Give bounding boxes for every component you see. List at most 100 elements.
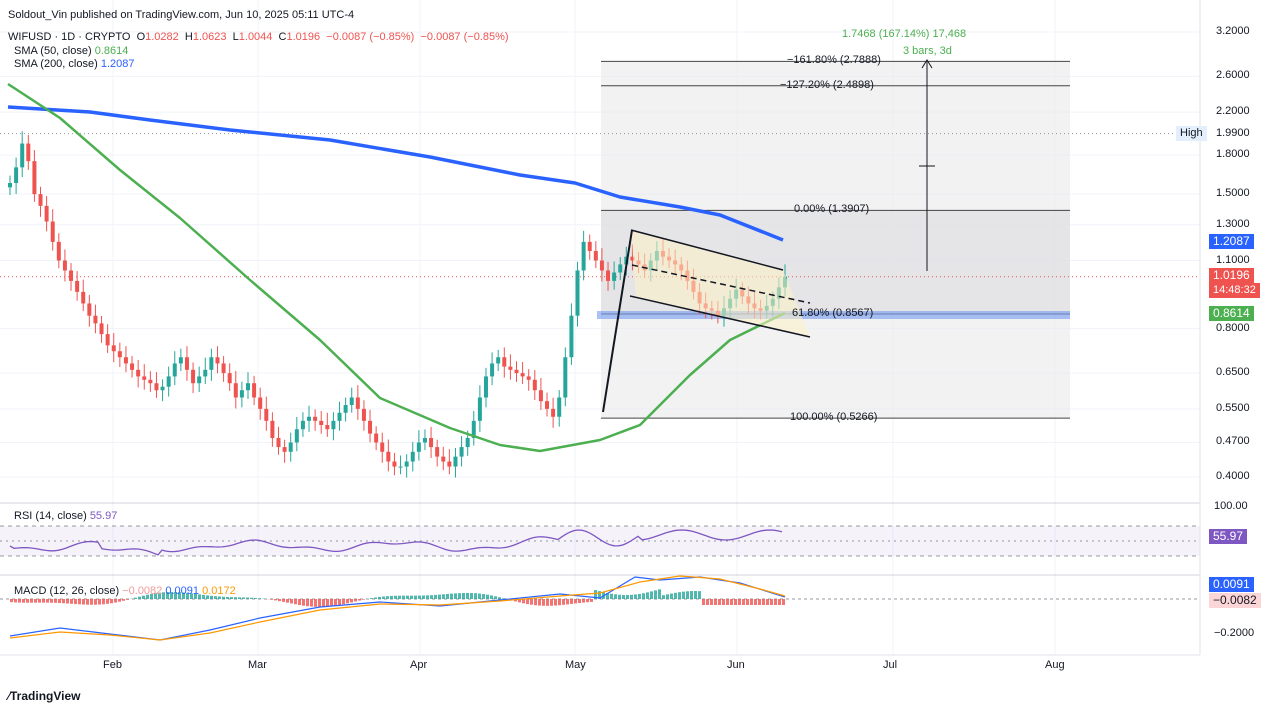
macd-hist-bar (178, 592, 181, 599)
candle-body (56, 241, 61, 261)
macd-hist-bar (414, 595, 417, 599)
macd-hist-bar (410, 595, 413, 599)
candle-body (215, 357, 220, 364)
candle-body (178, 357, 183, 364)
macd-hist-bar (174, 592, 177, 599)
macd-hist-bar (462, 592, 465, 599)
candle-body (32, 161, 37, 195)
rsi-legend[interactable]: RSI (14, close) 55.97 (14, 510, 118, 522)
macd-pane (0, 574, 1200, 641)
macd-hist-bar (454, 593, 457, 599)
fib-zone (0, 60, 1200, 419)
macd-hist-bar (586, 599, 589, 603)
macd-hist-bar (258, 598, 261, 599)
candle-body (75, 280, 80, 292)
macd-hist-bar (134, 597, 137, 599)
macd-hist-bar (402, 595, 405, 599)
candle-body (386, 451, 391, 462)
macd-hist-bar (374, 597, 377, 599)
macd-hist-bar (738, 599, 741, 605)
symbol-label[interactable]: WIFUSD · 1D · CRYPTO (8, 31, 131, 43)
signal-line (9, 575, 786, 641)
high-label: High (1176, 126, 1207, 141)
macd-hist-bar (670, 593, 673, 599)
macd-hist-bar (686, 591, 689, 599)
candle-body (44, 205, 49, 222)
macd-hist-bar (110, 599, 113, 604)
macd-hist-bar (238, 597, 241, 599)
macd-hist-bar (90, 599, 93, 605)
macd-hist-bar (542, 599, 545, 606)
candle-body (551, 408, 556, 417)
macd-hist-bar (126, 599, 129, 600)
macd-hist-bar (662, 595, 665, 599)
candle-body (435, 447, 440, 457)
macd-axis-low: −0.2000 (1214, 627, 1255, 639)
macd-hist-bar (206, 595, 209, 599)
price-tick: 3.2000 (1216, 25, 1250, 37)
macd-hist-bar (82, 599, 85, 605)
macd-legend[interactable]: MACD (12, 26, close) −0.0082 0.0091 0.01… (14, 585, 236, 597)
macd-hist-bar (46, 599, 49, 603)
macd-hist-bar (230, 597, 233, 599)
macd-hist-bar (538, 599, 541, 606)
macd-hist-bar (522, 599, 525, 604)
macd-hist-bar (190, 593, 193, 599)
price-tick: 1.1000 (1216, 253, 1250, 266)
macd-hist-bar (546, 599, 549, 606)
macd-hist-bar (98, 599, 101, 605)
macd-hist-bar (286, 599, 289, 603)
candle-body (343, 404, 348, 413)
macd-hist-bar (34, 599, 37, 603)
macd-hist-bar (70, 599, 73, 604)
macd-hist-bar (442, 594, 445, 599)
candle-body (410, 451, 415, 462)
candle-body (160, 386, 165, 391)
candle-body (599, 260, 604, 271)
macd-hist-bar (574, 599, 577, 604)
sma200-legend[interactable]: SMA (200, close) 1.2087 (14, 58, 135, 70)
macd-hist-bar (166, 592, 169, 599)
macd-hist-bar (726, 599, 729, 605)
low-value: 1.0044 (238, 31, 273, 43)
candle-body (508, 366, 513, 370)
macd-hist-bar (50, 599, 53, 603)
candle-body (142, 376, 147, 380)
candle-body (203, 369, 208, 377)
candle-body (258, 397, 263, 409)
macd-hist-bar (154, 593, 157, 599)
publisher-line: Soldout_Vin published on TradingView.com… (8, 9, 355, 21)
candle-body (154, 383, 159, 391)
candle-body (483, 376, 488, 398)
candle-body (20, 143, 25, 168)
macd-hist-bar (18, 599, 21, 603)
macd-hist-bar (326, 599, 329, 607)
candle-body (337, 412, 342, 421)
candle-body (429, 437, 434, 448)
candle-body (563, 357, 568, 398)
macd-hist-bar (722, 599, 725, 605)
macd-hist-bar (766, 599, 769, 605)
candle-body (8, 183, 12, 188)
footer-brand: ⁄TradingView (8, 689, 81, 703)
macd-hist-bar (562, 599, 565, 605)
macd-hist-bar (570, 599, 573, 604)
candle-body (532, 379, 537, 391)
candle-body (392, 461, 397, 467)
macd-hist-bar (122, 599, 125, 601)
macd-hist-bar (246, 597, 249, 599)
macd-badge: 0.0091 (1209, 577, 1254, 592)
sma50-legend[interactable]: SMA (50, close) 0.8614 (14, 45, 129, 57)
macd-hist-bar (498, 597, 501, 599)
flag-pole (602, 229, 633, 413)
macd-hist-bar (42, 599, 45, 603)
macd-hist-bar (770, 599, 773, 605)
open-value: 1.0282 (145, 31, 179, 43)
candle-body (191, 369, 196, 384)
candle-body (87, 303, 92, 316)
macd-hist-bar (394, 595, 397, 599)
candle-body (618, 264, 623, 273)
macd-hist-bar (182, 592, 185, 599)
macd-hist-bar (370, 598, 373, 599)
